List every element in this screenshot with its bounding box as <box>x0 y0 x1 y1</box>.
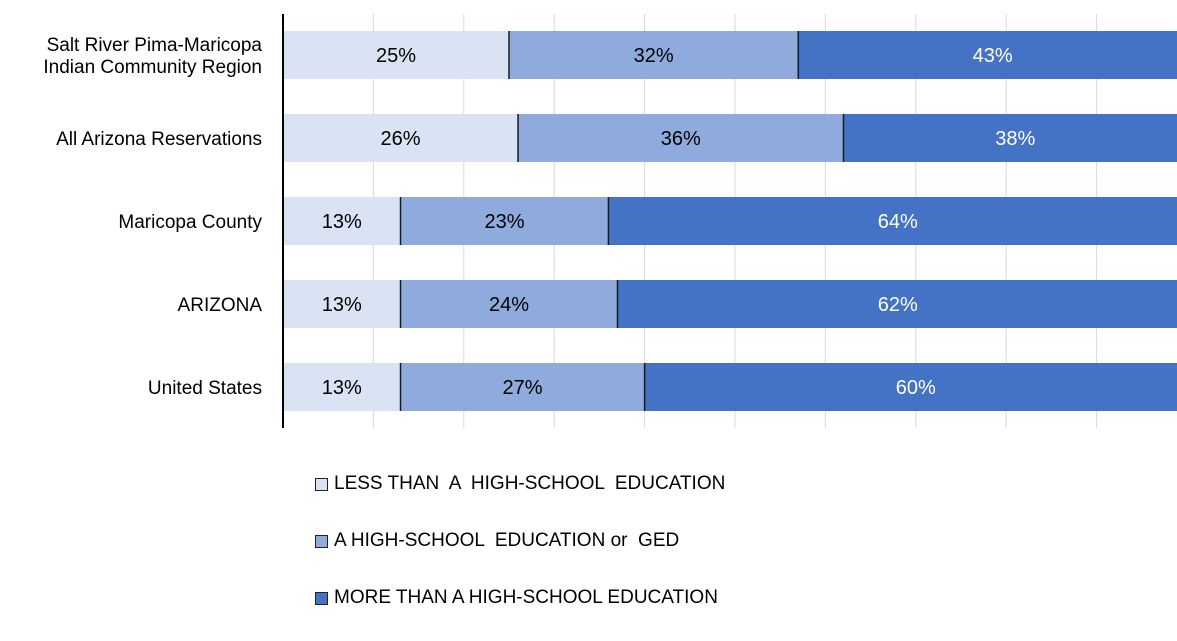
data-label: 43% <box>973 45 1013 67</box>
bar-segment <box>283 114 519 162</box>
bar-segment <box>798 31 1177 79</box>
category-label: All Arizona Reservations <box>56 129 262 150</box>
data-label: 62% <box>878 294 918 316</box>
category-label: ARIZONA <box>178 295 263 316</box>
legend-label: LESS THAN A HIGH-SCHOOL EDUCATION <box>334 473 726 494</box>
data-label: 64% <box>878 211 918 233</box>
legend-swatch <box>315 591 328 605</box>
bar-segment <box>608 197 1177 245</box>
bar-segment <box>518 114 844 162</box>
bars: 25% 32% 43% 26% 36% 38% 13% 23% 64% 13% 24% 62% 13% 2… <box>283 31 1177 411</box>
bar-segment <box>400 197 609 245</box>
data-label: 25% <box>376 45 416 67</box>
bar-segment <box>843 114 1177 162</box>
data-label: 24% <box>489 294 529 316</box>
data-label: 13% <box>322 211 362 233</box>
category-label: United States <box>148 378 262 399</box>
data-label: 38% <box>995 128 1035 150</box>
category-label: Salt River Pima-Maricopa <box>47 35 263 56</box>
data-label: 23% <box>484 211 524 233</box>
bar-segment <box>617 280 1177 328</box>
bar-segment <box>283 280 401 328</box>
bar-segment <box>400 363 645 411</box>
bar-segment <box>644 363 1177 411</box>
category-label: Indian Community Region <box>43 57 262 78</box>
legend-label: MORE THAN A HIGH-SCHOOL EDUCATION <box>334 587 718 608</box>
bar-segment <box>509 31 799 79</box>
data-label: 36% <box>661 128 701 150</box>
legend-swatch <box>315 534 328 548</box>
legend-swatch <box>315 477 328 491</box>
data-label: 60% <box>896 377 936 399</box>
legend-item-high-school-or-ged: A HIGH-SCHOOL EDUCATION or GED <box>315 527 1015 555</box>
data-label: 13% <box>322 294 362 316</box>
bar-segment <box>283 363 401 411</box>
bar-segment <box>283 31 509 79</box>
data-label: 27% <box>503 377 543 399</box>
legend-label: A HIGH-SCHOOL EDUCATION or GED <box>334 530 680 551</box>
bar-segment <box>400 280 618 328</box>
data-label: 13% <box>322 377 362 399</box>
data-label: 26% <box>381 128 421 150</box>
bar-segment <box>283 197 401 245</box>
category-label: Maricopa County <box>118 212 262 233</box>
data-label: 32% <box>634 45 674 67</box>
legend-item-more-than-high-school: MORE THAN A HIGH-SCHOOL EDUCATION <box>315 584 1015 612</box>
stacked-bar-chart: 25% 32% 43% 26% 36% 38% 13% 23% 64% 13% 24% 62% 13% 2… <box>43 14 1177 428</box>
legend: LESS THAN A HIGH-SCHOOL EDUCATION A HIGH… <box>315 470 1015 641</box>
legend-item-less-than-high-school: LESS THAN A HIGH-SCHOOL EDUCATION <box>315 470 1015 498</box>
